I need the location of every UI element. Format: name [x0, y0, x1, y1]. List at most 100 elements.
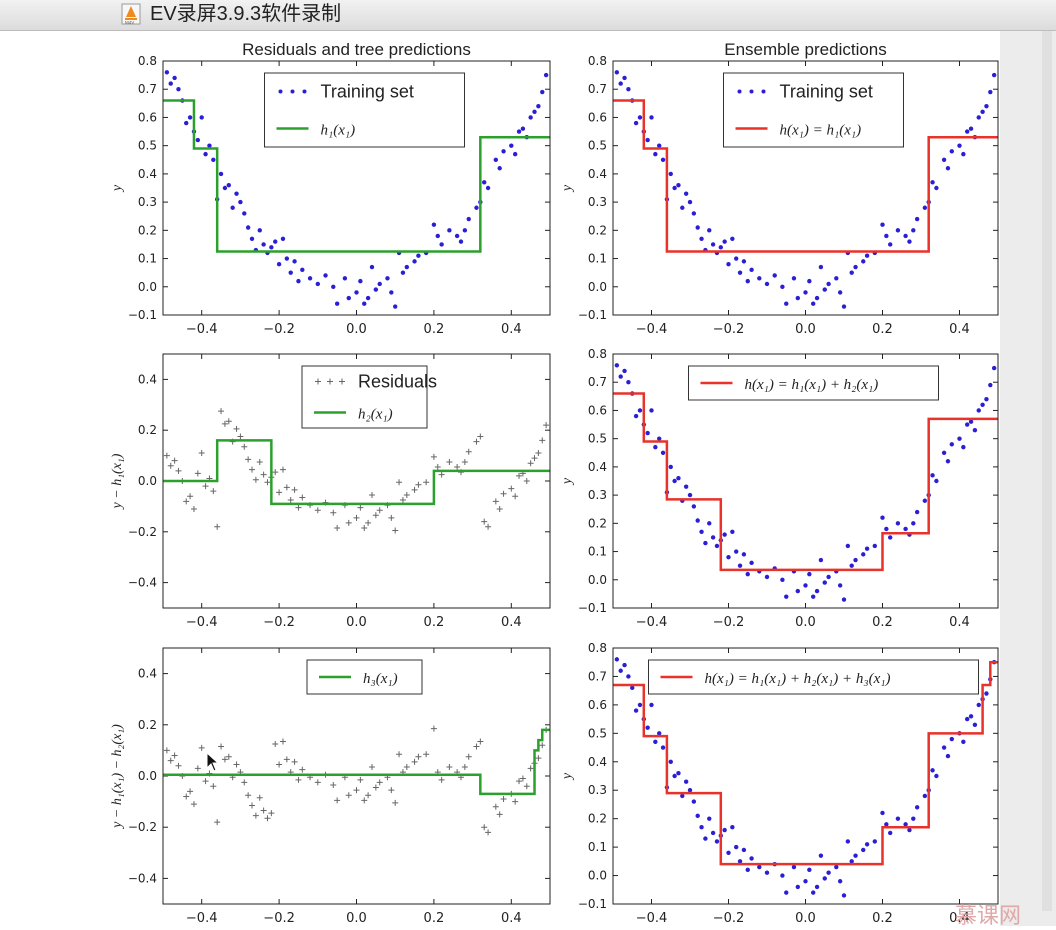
window-titlebar: M4V EV录屏3.9.3软件录制	[0, 0, 1056, 31]
residual-point	[415, 753, 422, 760]
residual-point	[539, 742, 546, 749]
legend-marker-dot	[290, 89, 295, 94]
data-point	[668, 759, 673, 764]
x-tick-label: 0.4	[501, 615, 522, 630]
data-point	[257, 228, 262, 233]
y-tick-label: 0.7	[588, 375, 607, 389]
residual-point	[163, 747, 170, 754]
data-point	[354, 290, 359, 295]
residual-point	[415, 481, 422, 488]
data-point	[358, 278, 363, 284]
data-point	[880, 222, 885, 227]
residual-point	[423, 751, 430, 758]
data-point	[965, 129, 970, 134]
data-point	[400, 270, 406, 275]
residual-point	[473, 438, 480, 445]
residual-point	[221, 756, 228, 763]
residual-point	[361, 797, 368, 804]
prediction-line	[163, 728, 550, 796]
mouse-cursor-icon	[206, 752, 220, 772]
residual-point	[264, 479, 271, 486]
scrollbar[interactable]	[1000, 31, 1056, 926]
x-tick-label: 0.0	[795, 911, 816, 926]
residual-point	[272, 469, 279, 476]
y-tick-label: 0.7	[138, 82, 157, 96]
scrollbar-thumb[interactable]	[1042, 31, 1052, 911]
data-point	[907, 827, 912, 833]
data-point	[907, 239, 912, 244]
legend-box	[264, 72, 465, 148]
residual-point	[249, 802, 256, 809]
data-point	[657, 731, 662, 736]
data-point	[811, 890, 816, 895]
axes-frame	[612, 60, 999, 316]
data-point	[961, 739, 966, 745]
x-tick-label: 0.2	[872, 615, 893, 630]
data-point	[346, 295, 351, 301]
legend: Training set h₁(x₁)	[264, 72, 465, 148]
residual-point	[283, 756, 290, 763]
data-point	[373, 287, 379, 292]
data-point	[377, 281, 382, 287]
prediction-line	[613, 99, 998, 253]
residual-point	[392, 527, 399, 534]
residual-point	[516, 778, 523, 785]
residual-point	[291, 758, 298, 765]
y-tick-label: 0.0	[138, 474, 157, 488]
data-point	[184, 120, 189, 126]
residual-point	[403, 764, 410, 771]
legend-box	[723, 72, 904, 148]
data-point	[784, 594, 789, 599]
residual-point	[202, 483, 209, 490]
y-tick-label: 0.5	[138, 139, 157, 153]
data-point	[618, 374, 623, 379]
residual-point	[396, 751, 403, 758]
data-point	[957, 143, 962, 148]
residual-point	[241, 443, 248, 450]
data-point	[745, 571, 750, 577]
residual-point	[523, 783, 530, 790]
y-tick-label: 0.2	[138, 718, 157, 732]
data-point	[633, 413, 639, 419]
data-point	[949, 736, 954, 742]
residual-point	[531, 455, 538, 462]
residual-point	[299, 766, 306, 773]
y-tick-label: 0.0	[588, 869, 607, 883]
x-tick-label: 0.0	[346, 911, 367, 926]
data-point	[412, 259, 417, 264]
x-tick-label: −0.4	[636, 322, 668, 337]
data-point	[645, 725, 650, 730]
data-point	[914, 805, 920, 810]
y-tick-label: 0.4	[138, 372, 157, 386]
data-point	[218, 171, 224, 177]
data-point	[888, 535, 893, 540]
data-point	[497, 166, 502, 171]
chart-4: y −0.4 −0.2 0.0 0.2 0.4 −0.1 0.0 0.1 0.2 0.3 0.4 0.5…	[560, 347, 999, 630]
data-point	[861, 552, 866, 557]
data-point	[618, 668, 623, 673]
data-point	[710, 830, 716, 836]
data-point	[849, 563, 854, 568]
data-point	[818, 557, 824, 563]
residual-point	[481, 518, 488, 525]
data-point	[520, 126, 526, 131]
y-tick-label: 0.1	[588, 545, 607, 559]
data-point	[718, 245, 723, 250]
residual-point	[210, 488, 217, 495]
data-point	[945, 166, 951, 171]
data-point	[657, 143, 662, 148]
data-point	[737, 563, 743, 568]
data-point	[934, 773, 939, 779]
data-point	[273, 239, 278, 244]
data-point	[458, 239, 464, 244]
axes-frame	[612, 647, 999, 905]
data-point	[968, 714, 974, 719]
residual-point	[287, 497, 294, 504]
data-point	[300, 267, 305, 273]
data-point	[385, 276, 390, 281]
residual-point	[461, 764, 468, 771]
y-tick-label: −0.1	[578, 308, 607, 322]
residual-point	[473, 743, 480, 750]
data-point	[903, 526, 908, 532]
residual-point	[237, 433, 244, 440]
